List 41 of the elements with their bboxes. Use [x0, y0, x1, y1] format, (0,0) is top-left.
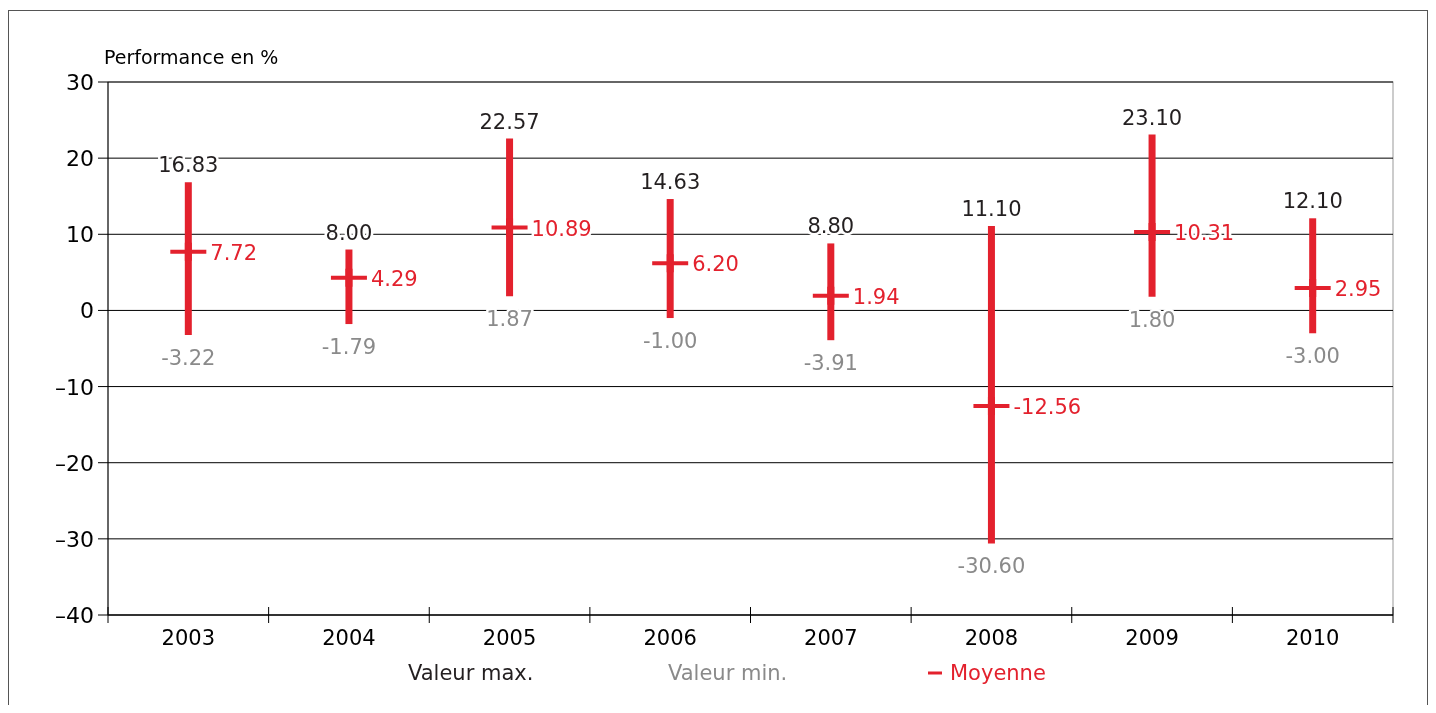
annotation: -3.91: [803, 351, 858, 376]
x-tick-label: 2006: [643, 626, 697, 650]
annotation: 11.10: [961, 196, 1022, 221]
x-tick-label: 2007: [804, 626, 858, 650]
y-tick-label: 10: [66, 222, 94, 248]
annotation: -30.60: [957, 554, 1026, 579]
annotation: -3.00: [1285, 344, 1340, 369]
x-tick-label: 2008: [964, 626, 1019, 650]
annotation: 16.83: [158, 153, 219, 178]
annotation: 1.87: [486, 307, 533, 332]
x-tick-label: 2005: [482, 626, 537, 650]
annotation: -3.22: [161, 345, 216, 370]
data-label: 4.29: [370, 266, 418, 291]
annotation: 23.10: [1122, 105, 1183, 130]
y-tick-label: 20: [66, 146, 94, 172]
y-tick-label: 0: [80, 298, 94, 324]
text: Valeur min.: [668, 661, 788, 685]
data-label: 2.95: [1334, 276, 1382, 301]
data-label: 6.20: [692, 252, 739, 277]
x-tick-label: 2010: [1285, 626, 1340, 650]
x-tick-label: 2009: [1125, 626, 1179, 650]
annotation: -1.79: [321, 335, 377, 360]
y-axis-title: Performance en %: [104, 46, 279, 68]
annotation: 1.80: [1128, 307, 1176, 332]
x-tick-label: 2004: [322, 626, 376, 650]
text: Valeur max.: [408, 661, 534, 685]
y-tick-label: 30: [66, 70, 94, 95]
y-tick-label: –30: [55, 526, 94, 552]
annotation: 14.63: [640, 170, 701, 195]
x-tick-label: 2003: [161, 626, 216, 650]
y-tick-label: –20: [55, 450, 94, 476]
data-label: 7.72: [210, 240, 258, 265]
data-label: 1.94: [852, 284, 900, 309]
annotation: 22.57: [479, 109, 540, 134]
y-tick-label: –40: [55, 603, 94, 628]
data-label: -12.56: [1013, 395, 1082, 420]
y-tick-label: –10: [55, 374, 94, 400]
legend-label: Moyenne: [950, 661, 1046, 685]
annotation: 12.10: [1282, 189, 1343, 214]
annotation: -1.00: [643, 329, 698, 354]
annotation: 8.80: [807, 214, 855, 239]
